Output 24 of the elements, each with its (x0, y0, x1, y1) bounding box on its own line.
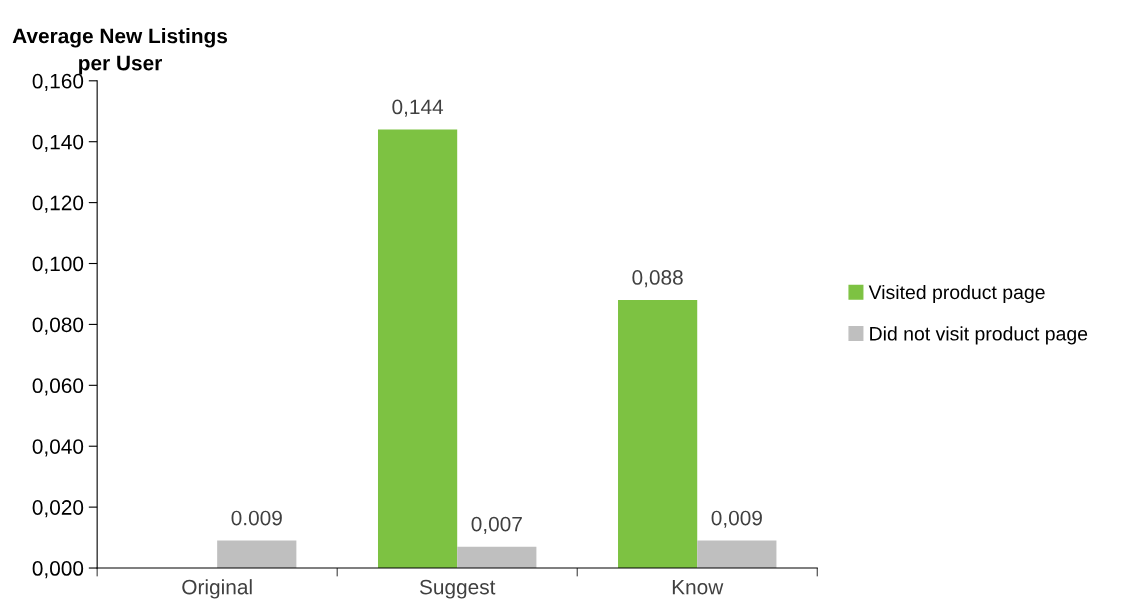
legend-label: Did not visit product page (870, 326, 1088, 345)
x-tick-label: Suggest (419, 579, 496, 599)
data-label: 0,144 (392, 99, 444, 117)
y-tick-label: 0,140 (32, 134, 84, 152)
bar (377, 129, 458, 569)
y-tick-label: 0,020 (32, 500, 84, 518)
bar (217, 540, 297, 569)
data-label: 0.009 (231, 510, 282, 526)
y-tick-label: 0,060 (32, 378, 84, 396)
data-label: 0,088 (632, 270, 683, 288)
data-label: 0,007 (471, 516, 522, 534)
x-tick-label: Original (182, 579, 252, 599)
x-tick-label: Know (672, 579, 724, 595)
y-tick-label: 0,080 (32, 317, 84, 335)
y-tick-label: 0,040 (32, 439, 84, 457)
y-tick-label: 0,160 (32, 73, 84, 92)
bar (457, 546, 537, 569)
y-tick-label: 0,120 (32, 195, 84, 213)
y-tick-label: 0,000 (32, 561, 84, 579)
data-label: 0,009 (711, 510, 762, 528)
bar (618, 300, 698, 569)
legend-label: Visited product page (868, 284, 1045, 303)
bar (697, 540, 777, 569)
y-tick-label: 0,100 (32, 256, 84, 274)
